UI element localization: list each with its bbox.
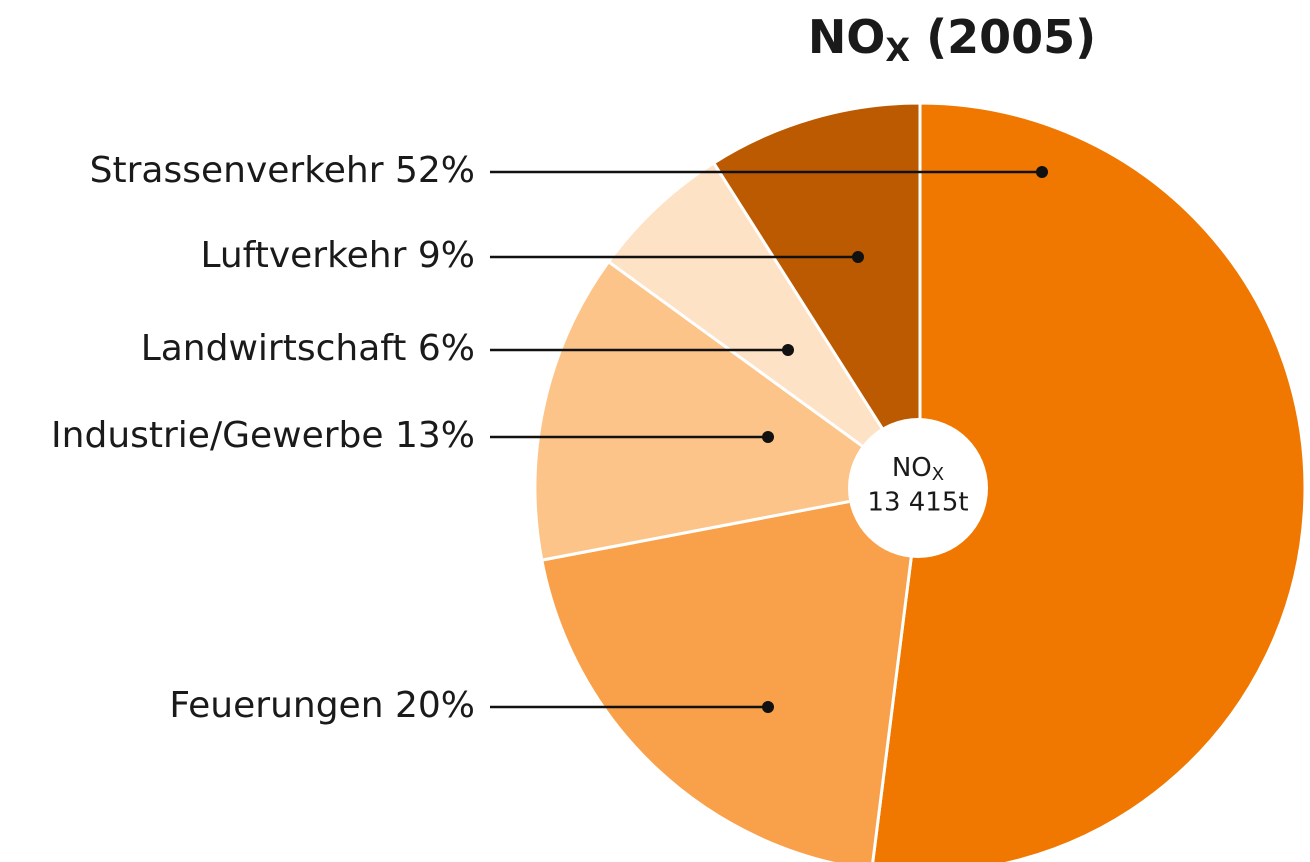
leader-dot: [762, 701, 774, 713]
value-label: 9%: [418, 235, 475, 276]
leader-dot: [782, 344, 794, 356]
category-name: Landwirtschaft: [141, 328, 407, 369]
center-hole: [848, 418, 988, 558]
category-name: Strassenverkehr: [90, 150, 384, 191]
leader-dot: [1036, 166, 1048, 178]
slice-label: Industrie/Gewerbe 13%: [51, 415, 475, 456]
category-name: Luftverkehr: [200, 235, 406, 276]
pie: [533, 101, 1307, 862]
value-label: 13%: [395, 415, 475, 456]
leader-dot: [762, 431, 774, 443]
slice-label: Landwirtschaft 6%: [141, 328, 475, 369]
center-label: NOX: [892, 453, 944, 486]
leader-dot: [852, 251, 864, 263]
category-name: Feuerungen: [169, 685, 383, 726]
labels: Strassenverkehr 52% Feuerungen 20% Industr…: [51, 150, 1048, 726]
value-label: 6%: [418, 328, 475, 369]
center-total: 13 415t: [867, 488, 968, 518]
slice: [871, 101, 1307, 862]
slice: [540, 486, 922, 862]
slice: [606, 160, 922, 490]
value-label: 52%: [395, 150, 475, 191]
slice: [711, 101, 922, 494]
chart-title: NOX (2005): [808, 10, 1096, 70]
slice: [533, 259, 924, 562]
slice-label: Luftverkehr 9%: [200, 235, 475, 276]
category-name: Industrie/Gewerbe: [51, 415, 384, 456]
value-label: 20%: [395, 685, 475, 726]
slice-label: Feuerungen 20%: [169, 685, 475, 726]
slice-label: Strassenverkehr 52%: [90, 150, 475, 191]
